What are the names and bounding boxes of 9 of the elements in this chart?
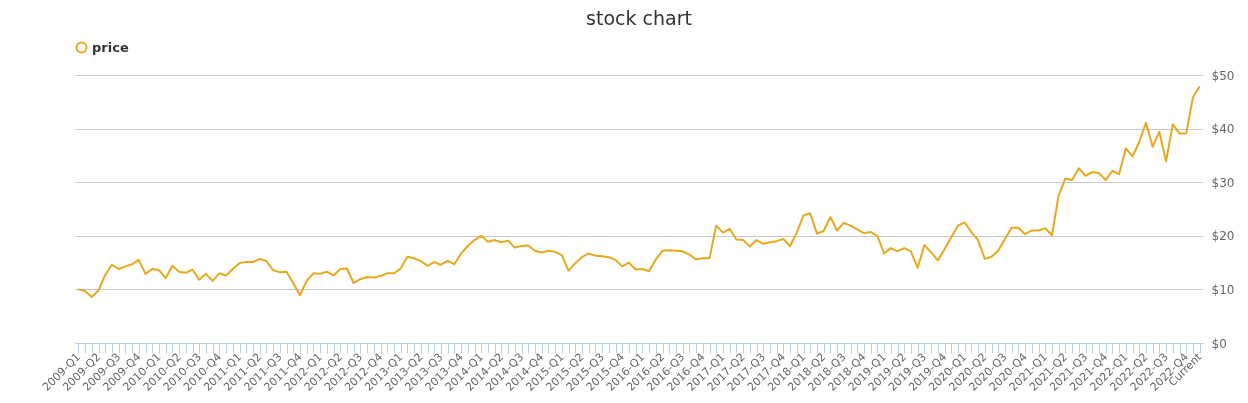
legend-label: price [92, 39, 129, 55]
y-tick-label: $30 [1211, 175, 1235, 190]
y-tick-label: $40 [1211, 122, 1235, 137]
chart-title: stock chart [586, 7, 692, 29]
y-tick-label: $10 [1211, 282, 1235, 297]
y-tick-label: $0 [1211, 336, 1227, 351]
y-tick-label: $50 [1211, 68, 1235, 83]
line-series [77, 85, 1201, 298]
y-tick-label: $20 [1211, 229, 1235, 244]
